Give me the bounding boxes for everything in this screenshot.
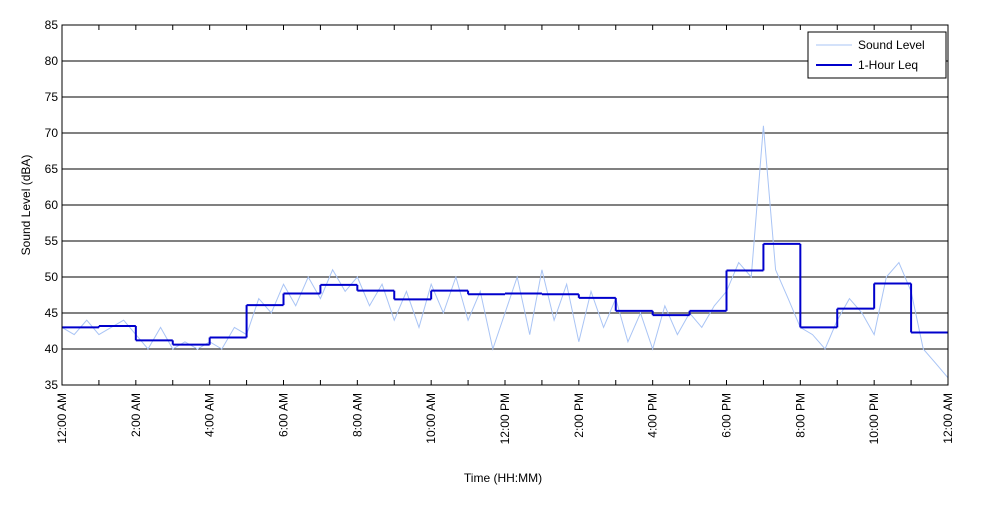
plot-frame (61, 24, 949, 386)
legend-box (807, 31, 947, 79)
legend-label: 1-Hour Leq (858, 58, 918, 72)
y-tick-label: 35 (45, 378, 59, 392)
x-tick-label: 2:00 AM (129, 393, 143, 437)
x-tick-label: 6:00 PM (720, 393, 734, 438)
y-axis-label: Sound Level (dBA) (19, 155, 33, 256)
x-tick-label: 8:00 PM (793, 393, 807, 438)
y-tick-label: 50 (45, 270, 59, 284)
x-tick-label: 4:00 PM (646, 393, 660, 438)
y-tick-label: 65 (45, 162, 59, 176)
x-tick-label: 10:00 PM (867, 393, 881, 444)
x-tick-label: 6:00 AM (277, 393, 291, 437)
x-tick-label: 12:00 PM (498, 393, 512, 444)
x-tick-label: 2:00 PM (572, 393, 586, 438)
x-tick-label: 12:00 AM (941, 393, 955, 444)
x-tick-label: 4:00 AM (203, 393, 217, 437)
x-tick-label: 8:00 AM (350, 393, 364, 437)
y-tick-label: 85 (45, 18, 59, 32)
y-tick-label: 80 (45, 54, 59, 68)
x-tick-label: 10:00 AM (424, 393, 438, 444)
y-tick-label: 55 (45, 234, 59, 248)
x-tick-label: 12:00 AM (55, 393, 69, 444)
y-tick-label: 70 (45, 126, 59, 140)
y-tick-label: 40 (45, 342, 59, 356)
y-tick-label: 60 (45, 198, 59, 212)
y-tick-label: 45 (45, 306, 59, 320)
y-tick-label: 75 (45, 90, 59, 104)
legend-label: Sound Level (858, 38, 925, 52)
x-axis-label: Time (HH:MM) (464, 471, 542, 485)
